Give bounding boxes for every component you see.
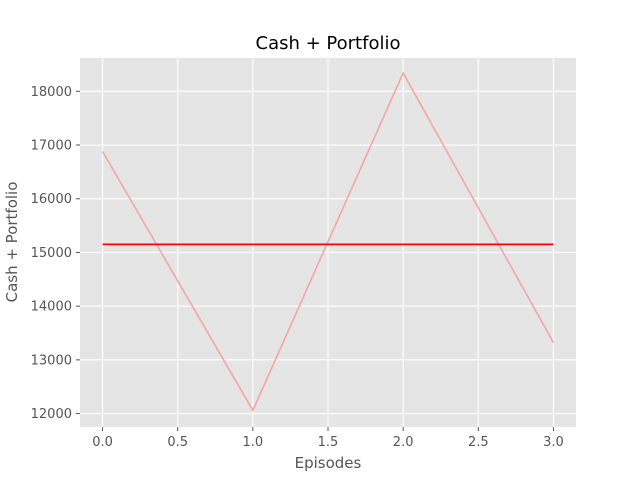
x-axis-label: Episodes <box>295 454 362 472</box>
y-tick-label: 18000 <box>31 85 72 100</box>
x-tick-label: 1.0 <box>243 435 264 450</box>
y-tick-label: 14000 <box>31 300 72 315</box>
x-tick-label: 1.5 <box>318 435 339 450</box>
y-axis-label: Cash + Portfolio <box>3 182 21 303</box>
x-tick-label: 2.5 <box>468 435 489 450</box>
x-tick-label: 3.0 <box>543 435 564 450</box>
axis-ticks: 0.0 0.5 1.0 1.5 2.0 2.5 3.0 12000 13000 14000 1500… <box>31 85 564 450</box>
chart-title: Cash + Portfolio <box>256 33 401 54</box>
episode-value-line <box>101 72 555 412</box>
x-tick-label: 0.0 <box>92 435 113 450</box>
y-tick-label: 15000 <box>31 246 72 261</box>
series-lines <box>101 72 555 412</box>
grid-lines <box>80 58 576 427</box>
y-tick-label: 16000 <box>31 192 72 207</box>
x-tick-label: 0.5 <box>167 435 188 450</box>
y-tick-label: 17000 <box>31 139 72 154</box>
y-tick-label: 12000 <box>31 407 72 422</box>
x-tick-label: 2.0 <box>393 435 414 450</box>
y-tick-label: 13000 <box>31 353 72 368</box>
